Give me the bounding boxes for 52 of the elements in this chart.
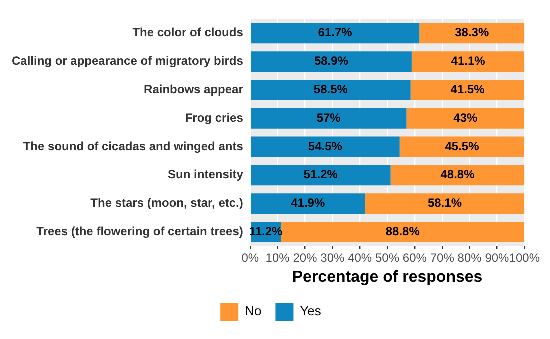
bar (250, 108, 407, 129)
data-label: 88.8% (386, 224, 420, 239)
y-tick-label: The sound of cicadas and winged ants (23, 139, 244, 154)
data-label: 43% (454, 110, 478, 125)
data-label: 41.1% (451, 54, 486, 68)
bar (406, 108, 525, 129)
data-label: 57% (316, 110, 342, 125)
x-tick-label: 70% (430, 250, 455, 265)
data-label: 61.7% (318, 26, 353, 40)
bar (250, 80, 411, 100)
data-label: 38.3% (455, 26, 490, 40)
data-label: 48.8% (440, 168, 476, 182)
data-label: 58.9% (314, 54, 349, 68)
bar (281, 222, 525, 242)
bar (250, 165, 391, 186)
data-label: 41.9% (291, 196, 326, 210)
data-label: 58.1% (428, 196, 462, 210)
x-tick-label: 90% (485, 250, 510, 265)
y-tick-label: Calling or appearance of migratory birds (12, 54, 244, 68)
data-label: 54.5% (308, 139, 343, 154)
y-tick-label: Trees (the flowering of certain trees) (36, 224, 244, 239)
y-tick-label: Frog cries (185, 110, 244, 125)
legend-label: Yes (300, 304, 322, 319)
x-tick-label: 100% (509, 250, 540, 265)
y-tick-label: Rainbows appear (144, 82, 244, 97)
legend-label: No (245, 304, 262, 319)
bar (400, 136, 525, 158)
x-tick-label: 0% (242, 250, 260, 265)
bar (250, 136, 400, 158)
data-label: 41.5% (450, 82, 486, 97)
bar (390, 165, 525, 186)
x-tick-label: 30% (320, 250, 345, 265)
x-tick-label: 10% (266, 250, 290, 265)
x-tick-label: 40% (348, 250, 372, 265)
y-tick-label: The stars (moon, star, etc.) (90, 196, 244, 210)
x-tick-label: 60% (402, 250, 428, 265)
bar (365, 194, 525, 214)
bar (410, 80, 525, 100)
x-tick-label: 20% (293, 250, 318, 265)
x-axis-title: Percentage of responses (292, 268, 483, 286)
y-tick-label: The color of clouds (132, 26, 244, 40)
bar (250, 52, 412, 72)
bar (412, 52, 525, 72)
data-label: 58.5% (314, 82, 348, 97)
data-label: 51.2% (304, 168, 338, 182)
bar (420, 23, 525, 44)
x-tick-label: 50% (376, 250, 400, 265)
x-tick-label: 80% (458, 250, 482, 265)
bar (250, 23, 420, 44)
data-label: 45.5% (445, 139, 480, 154)
bar (250, 194, 366, 214)
y-tick-label: Sun intensity (168, 168, 244, 182)
